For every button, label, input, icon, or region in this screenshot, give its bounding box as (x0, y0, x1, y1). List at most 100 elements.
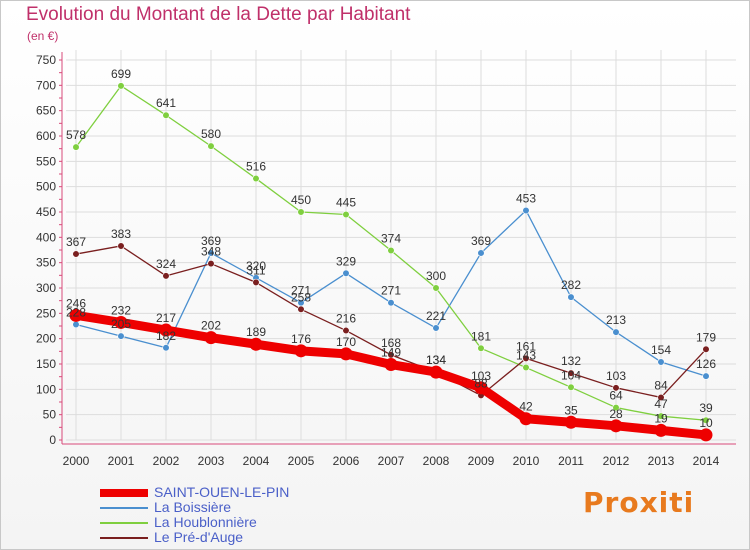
data-point (72, 143, 80, 151)
data-label: 329 (336, 254, 356, 268)
data-point (609, 419, 623, 433)
chart-title: Evolution du Montant de la Dette par Hab… (26, 4, 411, 25)
data-point (204, 331, 218, 345)
data-point (117, 332, 125, 340)
data-point (654, 423, 668, 437)
data-point (702, 372, 710, 380)
data-label: 168 (381, 336, 401, 350)
y-tick-label: 450 (36, 205, 56, 219)
data-label: 143 (516, 349, 536, 363)
data-label: 134 (426, 353, 446, 367)
data-label: 271 (291, 284, 311, 298)
data-point (252, 278, 260, 287)
data-point (249, 337, 263, 351)
data-label: 348 (201, 245, 221, 259)
data-point (477, 249, 485, 257)
data-label: 104 (561, 368, 581, 382)
y-tick-label: 750 (36, 53, 56, 67)
data-label: 213 (606, 313, 626, 327)
data-label: 28 (609, 407, 623, 421)
data-label: 202 (201, 319, 221, 333)
data-label: 64 (609, 389, 623, 403)
data-label: 450 (291, 193, 311, 207)
legend-label: SAINT-OUEN-LE-PIN (154, 484, 290, 500)
data-label: 258 (291, 290, 311, 304)
x-tick-label: 2012 (603, 454, 630, 468)
data-label: 132 (561, 354, 581, 368)
data-point (612, 328, 620, 336)
data-point (159, 323, 173, 337)
x-tick-label: 2010 (513, 454, 540, 468)
data-point (477, 344, 485, 352)
y-tick-label: 550 (36, 154, 56, 168)
data-point (567, 293, 575, 301)
data-label: 35 (564, 403, 578, 417)
data-point (567, 383, 575, 391)
data-point (114, 315, 128, 329)
data-point (387, 299, 395, 307)
y-tick-label: 300 (36, 281, 56, 295)
data-point (117, 242, 125, 250)
x-tick-label: 2007 (378, 454, 405, 468)
x-tick-label: 2000 (63, 454, 90, 468)
y-tick-label: 50 (43, 408, 57, 422)
data-point (699, 428, 713, 442)
x-tick-label: 2013 (648, 454, 675, 468)
data-label: 374 (381, 232, 401, 246)
data-point (297, 305, 305, 313)
data-label: 154 (651, 343, 671, 357)
data-point (522, 363, 530, 372)
data-point (519, 412, 533, 426)
data-label: 126 (696, 357, 716, 371)
data-label: 228 (66, 305, 86, 319)
data-label: 179 (696, 330, 716, 344)
data-point (162, 344, 170, 352)
data-point (522, 206, 530, 215)
data-point (564, 415, 578, 429)
data-point (432, 284, 440, 292)
data-label: 232 (111, 303, 131, 317)
x-tick-label: 2008 (423, 454, 450, 468)
data-label: 580 (201, 127, 221, 141)
x-tick-label: 2002 (153, 454, 180, 468)
data-label: 221 (426, 309, 446, 323)
data-point (384, 358, 398, 372)
data-point (117, 82, 125, 90)
data-label: 324 (156, 257, 176, 271)
data-label: 134 (426, 353, 446, 367)
data-label: 271 (381, 284, 401, 298)
data-label: 39 (699, 401, 713, 415)
y-tick-label: 350 (36, 256, 56, 270)
data-label: 161 (516, 339, 536, 353)
data-point (339, 347, 353, 361)
data-point (657, 412, 665, 420)
data-point (297, 208, 305, 216)
data-point (702, 416, 710, 424)
data-point (702, 345, 710, 353)
data-point (162, 111, 170, 119)
data-label: 47 (654, 397, 668, 411)
x-tick-label: 2011 (558, 454, 584, 468)
data-point (162, 272, 170, 280)
data-point (387, 246, 395, 255)
x-tick-label: 2003 (198, 454, 225, 468)
data-label: 19 (654, 411, 668, 425)
y-tick-label: 100 (36, 382, 56, 396)
data-point (342, 269, 350, 277)
chart-subtitle: (en €) (27, 29, 59, 43)
data-point (294, 344, 308, 358)
data-point (522, 354, 530, 363)
data-label: 170 (336, 335, 356, 349)
x-tick-label: 2005 (288, 454, 315, 468)
data-label: 181 (471, 329, 491, 343)
data-point (474, 381, 488, 395)
data-label: 103 (471, 369, 491, 383)
data-label: 641 (156, 96, 176, 110)
data-label: 149 (381, 346, 401, 360)
x-tick-label: 2014 (693, 454, 720, 468)
legend-swatch (100, 537, 148, 539)
y-tick-label: 200 (36, 332, 56, 346)
data-label: 216 (336, 312, 356, 326)
